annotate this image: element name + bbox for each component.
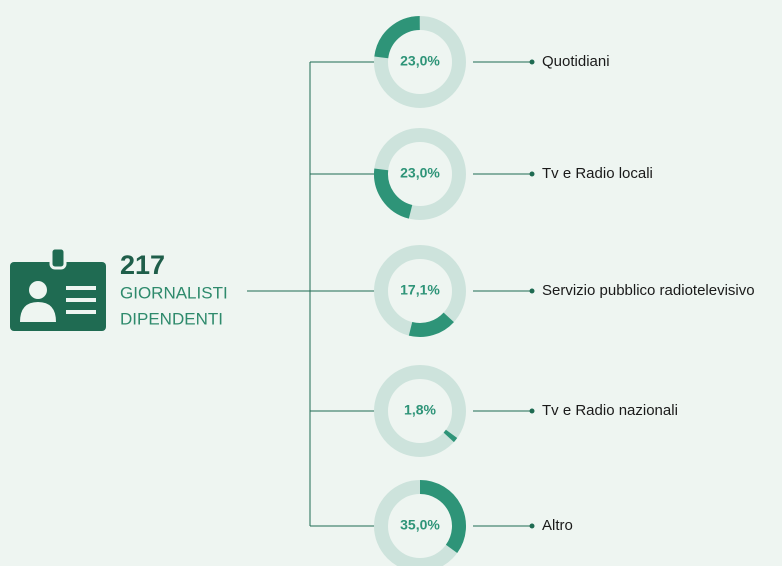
donut-track <box>374 365 466 457</box>
headline-line: DIPENDENTI <box>120 309 223 328</box>
value-label: 1,8% <box>404 402 436 418</box>
donut-arc <box>408 312 454 337</box>
connector-dot <box>529 523 535 529</box>
connector-dot <box>529 288 535 294</box>
donut-arc <box>374 16 421 59</box>
connector-dot <box>529 171 535 177</box>
donut-arc <box>374 168 413 219</box>
category-label: Quotidiani <box>542 53 610 70</box>
value-label: 17,1% <box>400 282 440 298</box>
category-label: Tv e Radio locali <box>542 165 653 182</box>
donut-arc <box>419 480 466 554</box>
badge-icon <box>10 246 106 331</box>
value-label: 23,0% <box>400 53 440 69</box>
connector-dot <box>529 59 535 65</box>
category-label: Tv e Radio nazionali <box>542 402 678 419</box>
donut-arc <box>443 429 458 443</box>
donut-track <box>374 16 466 108</box>
category-label: Altro <box>542 517 573 534</box>
headline-value: 217 <box>120 250 165 280</box>
connector-dot <box>529 408 535 414</box>
category-label: Servizio pubblico radiotelevisivo <box>542 282 755 299</box>
value-label: 35,0% <box>400 517 440 533</box>
value-label: 23,0% <box>400 165 440 181</box>
headline-line: GIORNALISTI <box>120 283 228 302</box>
